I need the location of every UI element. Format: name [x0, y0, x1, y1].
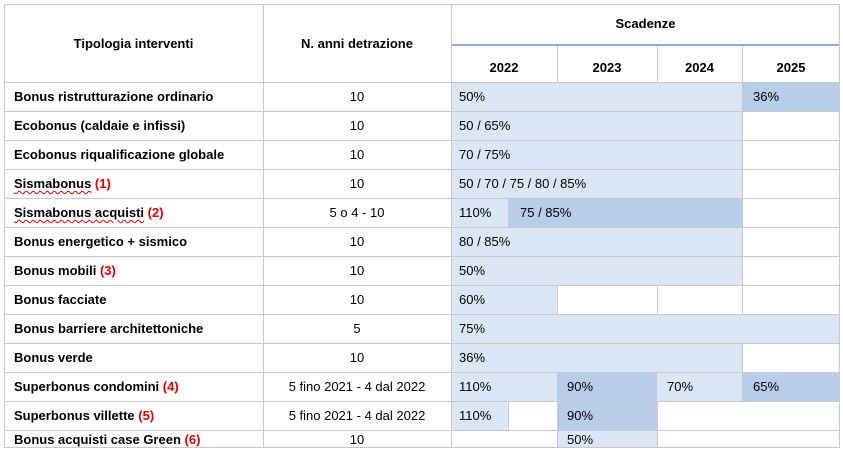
row-years: 10 — [349, 263, 365, 278]
value-2022: 60% — [459, 292, 486, 307]
value-2023: 90% — [567, 408, 594, 423]
band-barriere — [451, 314, 840, 343]
header-2022: 2022 — [489, 60, 519, 75]
band-ecobonus-globale — [451, 140, 742, 169]
value-2022: 110% — [459, 379, 492, 394]
band-sismabonus-acquisti-110 — [451, 198, 508, 227]
header-years: N. anni detrazione — [301, 36, 413, 51]
value-2022: 50 / 70 / 75 / 80 / 85% — [459, 176, 587, 191]
value-2022: 75% — [459, 321, 486, 336]
value-2025: 65% — [753, 379, 780, 394]
footnote-ref: (2) — [147, 205, 164, 220]
footnote-ref: (4) — [162, 379, 179, 394]
row-years: 5 o 4 - 10 — [329, 205, 385, 220]
bonus-table: Tipologia interventi N. anni detrazione … — [4, 4, 840, 448]
row-name: Sismabonus acquisti (2) — [14, 205, 164, 220]
value-2022: 36% — [459, 350, 486, 365]
footnote-ref: (3) — [99, 263, 116, 278]
band-condomini-2023 — [557, 372, 657, 401]
header-2025: 2025 — [776, 60, 806, 75]
value-2022: 70 / 75% — [459, 147, 511, 162]
band-villette-110 — [451, 401, 508, 430]
band-mobili — [451, 256, 742, 285]
band-sismabonus-acquisti-75 — [508, 198, 742, 227]
value-2025: 36% — [753, 89, 780, 104]
row-years: 10 — [349, 147, 365, 162]
row-name: Bonus ristrutturazione ordinario — [14, 89, 214, 104]
band-ristrutturazione-2025 — [742, 82, 840, 111]
band-sismabonus — [451, 169, 742, 198]
value-2022: 110% — [459, 205, 492, 220]
row-years: 10 — [349, 89, 365, 104]
band-verde — [451, 343, 742, 372]
row-years: 5 — [353, 321, 361, 336]
value-2023: 75 / 85% — [520, 205, 572, 220]
row-years: 5 fino 2021 - 4 dal 2022 — [288, 408, 426, 423]
value-2023: 90% — [567, 379, 594, 394]
row-name: Superbonus condomini (4) — [14, 379, 179, 394]
row-years: 5 fino 2021 - 4 dal 2022 — [288, 379, 426, 394]
row-name: Bonus verde — [14, 350, 93, 365]
band-facciate — [451, 285, 557, 314]
header-type: Tipologia interventi — [73, 36, 194, 51]
value-2022: 50% — [459, 89, 486, 104]
row-years: 10 — [349, 176, 365, 191]
value-2023: 50% — [567, 432, 594, 447]
row-years: 10 — [349, 234, 365, 249]
footnote-ref: (1) — [94, 176, 111, 191]
row-name: Bonus facciate — [14, 292, 107, 307]
value-2022: 110% — [459, 408, 492, 423]
row-name: Bonus energetico + sismico — [14, 234, 188, 249]
band-green — [557, 430, 657, 448]
value-2022: 50 / 65% — [459, 118, 511, 133]
header-2024: 2024 — [685, 60, 714, 75]
row-name: Bonus barriere architettoniche — [14, 321, 204, 336]
row-years: 10 — [349, 292, 365, 307]
row-name: Bonus mobili (3) — [14, 263, 116, 278]
value-2022: 80 / 85% — [459, 234, 511, 249]
row-name: Bonus acquisti case Green (6) — [14, 432, 201, 447]
footnote-ref: (6) — [184, 432, 201, 447]
row-name: Superbonus villette (5) — [14, 408, 155, 423]
band-energetico-sismico — [451, 227, 742, 256]
band-ristrutturazione-2022-2024 — [451, 82, 742, 111]
value-2022: 50% — [459, 263, 486, 278]
row-name: Ecobonus riqualificazione globale — [14, 147, 225, 162]
footnote-ref: (5) — [138, 408, 155, 423]
row-name: Sismabonus (1) — [14, 176, 111, 191]
band-condomini-2025 — [742, 372, 840, 401]
row-name: Ecobonus (caldaie e infissi) — [14, 118, 186, 133]
band-villette-90 — [557, 401, 657, 430]
row-years: 10 — [349, 350, 365, 365]
value-2024: 70% — [667, 379, 694, 394]
header-2023: 2023 — [592, 60, 622, 75]
header-deadlines: Scadenze — [615, 16, 676, 31]
row-years: 10 — [349, 118, 365, 133]
row-years: 10 — [349, 432, 365, 447]
band-ecobonus — [451, 111, 742, 140]
